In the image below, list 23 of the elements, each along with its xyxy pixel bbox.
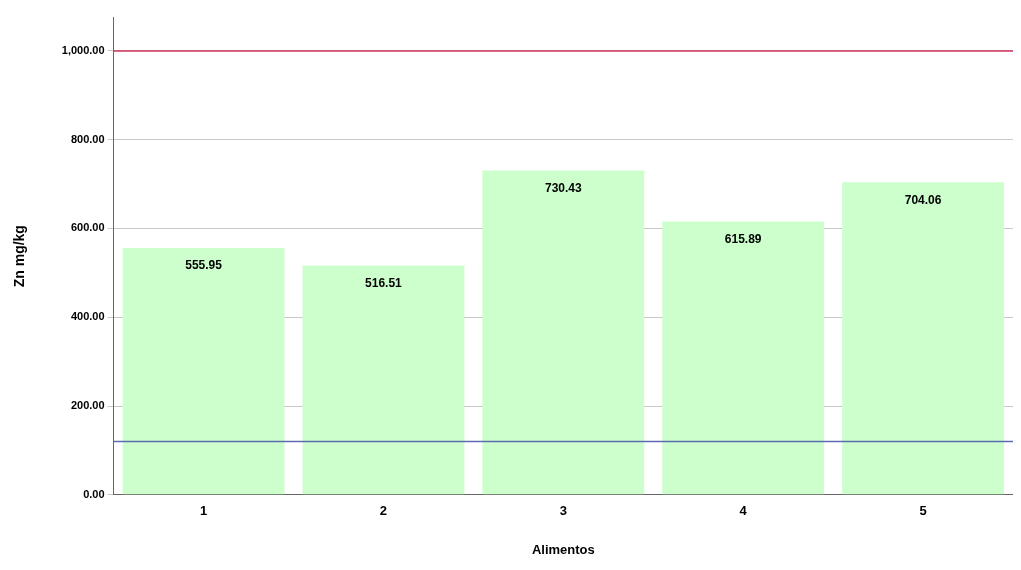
data-label: 730.43 bbox=[544, 180, 582, 195]
x-tick-label: 5 bbox=[919, 503, 927, 519]
y-tick-label: 200.00 bbox=[70, 399, 105, 412]
y-tick-label: 0.00 bbox=[83, 487, 105, 500]
x-tick-label: 3 bbox=[559, 503, 567, 519]
data-label: 555.95 bbox=[185, 258, 223, 273]
y-tick-label: 800.00 bbox=[70, 132, 105, 145]
y-tick-label: 400.00 bbox=[70, 310, 105, 323]
data-label: 516.51 bbox=[365, 275, 403, 290]
bar bbox=[842, 182, 1005, 495]
x-tick-label: 2 bbox=[379, 503, 388, 519]
y-axis-title: Zn mg/kg bbox=[11, 225, 28, 288]
data-label: 704.06 bbox=[904, 192, 942, 207]
x-tick-label: 1 bbox=[199, 503, 208, 519]
data-label: 615.89 bbox=[724, 231, 762, 246]
y-tick-label: 600.00 bbox=[70, 221, 105, 234]
bar bbox=[482, 170, 645, 495]
bar bbox=[662, 221, 825, 495]
bar bbox=[122, 248, 285, 495]
x-tick-label: 4 bbox=[739, 503, 748, 519]
bar bbox=[302, 265, 465, 495]
y-tick-label: 1,000.00 bbox=[61, 43, 105, 56]
x-axis-title: Alimentos bbox=[531, 541, 595, 557]
